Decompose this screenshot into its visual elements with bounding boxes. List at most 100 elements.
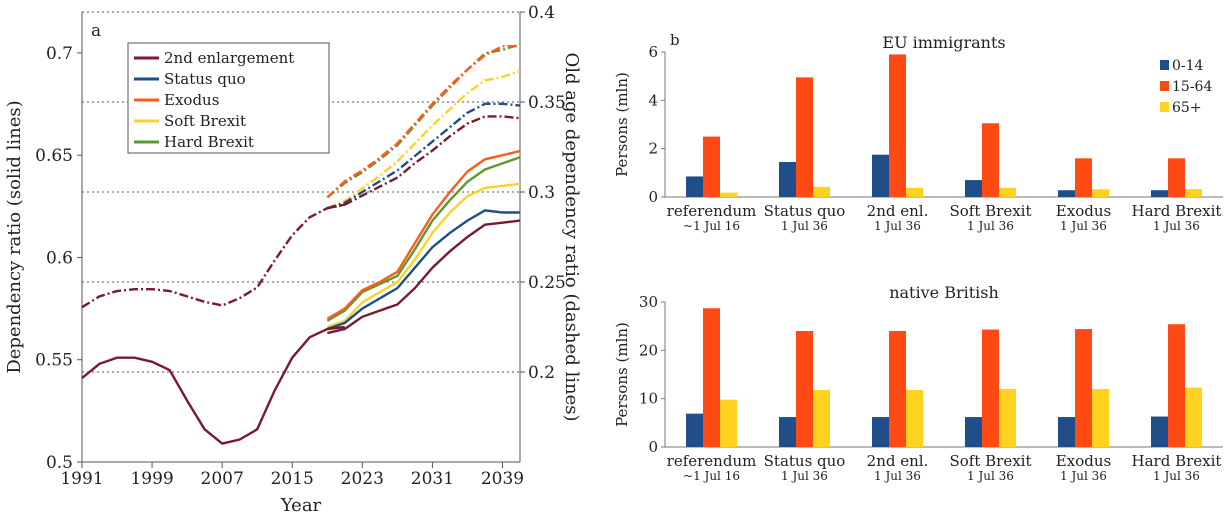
bar-chart-eu-bar	[1151, 190, 1168, 197]
bar-chart-native-y-tick-label: 0	[648, 438, 658, 456]
solid-line-soft-brexit	[326, 182, 521, 329]
bar-chart-eu-y-tick-label: 0	[648, 188, 658, 206]
legend-b-swatch	[1160, 60, 1169, 70]
bar-chart-native-category-label: Soft Brexit	[949, 452, 1031, 470]
bar-chart-native-bar	[999, 389, 1016, 447]
legend-a-label: Hard Brexit	[164, 133, 254, 151]
legend-a-label: Soft Brexit	[164, 112, 246, 130]
bar-chart-eu-category-label: 2nd enl.	[867, 202, 929, 220]
legend-a-box	[127, 42, 330, 154]
x-axis-title: Year	[280, 495, 322, 516]
legend-a: 2nd enlargement Status quo Exodus Soft Brex…	[127, 42, 330, 154]
bar-chart-native-bar	[703, 308, 720, 447]
dashed-line-status-quo	[326, 102, 521, 210]
bar-chart-eu-bar	[965, 180, 982, 197]
bar-chart-native-bar	[1092, 389, 1109, 447]
bar-chart-eu-bar	[889, 54, 906, 197]
bar-chart-native-category-label: Hard Brexit	[1132, 452, 1222, 470]
bar-chart-native-category-sublabel: 1 Jul 36	[781, 469, 828, 483]
bar-chart-native-y-tick-label: 20	[639, 341, 658, 359]
bar-chart-eu-category-sublabel: 1 Jul 36	[781, 219, 828, 233]
bar-chart-native-bar	[872, 417, 889, 447]
bar-chart-native-bar	[779, 417, 796, 447]
y-right-axis-title: Old age dependency ratio (dashed lines)	[561, 53, 582, 422]
y-right-tick-label: 0.25	[528, 273, 566, 293]
bar-chart-native-y-axis-title: Persons (mln)	[613, 322, 631, 427]
bar-chart-eu-category-label: referendum	[667, 202, 757, 220]
bar-chart-eu-bar	[686, 176, 703, 197]
bar-chart-eu-category-sublabel: 1 Jul 36	[874, 219, 921, 233]
y-left-tick-label: 0.6	[46, 248, 73, 268]
bar-chart-eu-bar	[1058, 190, 1075, 197]
solid-line-exodus	[326, 149, 521, 320]
legend-b: 0-14 15-64 65+	[1160, 58, 1212, 116]
bar-chart-native-bar	[1185, 387, 1202, 447]
y-left-tick-label: 0.55	[35, 351, 73, 371]
bar-chart-eu-bar	[982, 123, 999, 197]
bar-chart-native-y-tick-label: 30	[639, 293, 658, 311]
x-tick-label: 2015	[271, 469, 314, 489]
bar-chart-native-bar	[889, 331, 906, 447]
bar-chart-native-category-label: Status quo	[764, 452, 846, 470]
legend-b-swatch	[1160, 81, 1169, 91]
bar-chart-eu-category-label: Status quo	[764, 202, 846, 220]
bar-chart-native-bar	[1058, 417, 1075, 447]
panel-label-b: b	[670, 31, 680, 49]
bar-chart-native-bar	[686, 413, 703, 447]
y-left-tick-label: 0.65	[35, 146, 73, 166]
bar-chart-native-bar	[1075, 329, 1092, 447]
panel-a: 1991 1999 2007 2015 2023 2031 2039 0.5 0.55 0.6 0.…	[4, 3, 582, 516]
bar-chart-eu-category-sublabel: 1 Jul 36	[967, 219, 1014, 233]
bar-chart-native-category-sublabel: 1 Jul 36	[874, 469, 921, 483]
x-tick-label: 1999	[130, 469, 173, 489]
bar-chart-eu-bar	[779, 161, 796, 197]
bar-chart-native-bar	[720, 399, 737, 447]
y-right-tick-label: 0.3	[528, 183, 555, 203]
panel-label-a: a	[91, 21, 101, 41]
bar-chart-native-category-label: referendum	[667, 452, 757, 470]
legend-a-label: 2nd enlargement	[164, 49, 294, 67]
y-left-tick-label: 0.5	[46, 453, 73, 473]
bar-chart-native-bar	[813, 389, 830, 447]
legend-a-label: Exodus	[164, 91, 219, 109]
legend-b-swatch	[1160, 102, 1169, 112]
bar-chart-eu-bar	[1168, 158, 1185, 197]
bar-chart-eu-bar	[999, 187, 1016, 197]
bar-chart-native-bar	[1151, 416, 1168, 447]
bar-chart-native-y-tick-label: 10	[639, 390, 658, 408]
bar-chart-eu-y-tick-label: 6	[648, 43, 658, 61]
bar-chart-eu-y-axis-title: Persons (mln)	[613, 72, 631, 177]
y-right-tick-label: 0.2	[528, 363, 555, 383]
bar-chart-native-category-label: 2nd enl.	[867, 452, 929, 470]
bar-chart-native-bar	[796, 331, 813, 447]
bar-chart-native-category-sublabel: 1 Jul 36	[1153, 469, 1200, 483]
bar-chart-eu-category-sublabel: ~1 Jul 16	[683, 219, 740, 233]
y-right-tick-label: 0.35	[528, 93, 566, 113]
bar-chart-eu-bar	[872, 154, 889, 197]
bar-chart-native-bar	[1168, 324, 1185, 447]
x-tick-label: 2039	[481, 469, 524, 489]
legend-b-label: 65+	[1172, 100, 1202, 116]
bar-chart-native-category-label: Exodus	[1056, 452, 1111, 470]
y-right-tick-label: 0.4	[528, 3, 555, 23]
dashed-line-history	[81, 203, 346, 309]
x-tick-label: 2031	[411, 469, 454, 489]
bar-chart-eu-bar	[720, 192, 737, 197]
bar-chart-eu-category-label: Exodus	[1056, 202, 1111, 220]
bar-chart-eu-bar	[906, 187, 923, 197]
solid-line-hard-brexit	[326, 156, 521, 322]
bar-chart-eu-bar	[813, 186, 830, 197]
bar-chart-eu-bar	[703, 136, 720, 197]
bar-chart-eu-bar	[796, 77, 813, 197]
bar-chart-eu-category-sublabel: 1 Jul 36	[1153, 219, 1200, 233]
legend-b-label: 0-14	[1172, 58, 1204, 74]
bar-chart-native-category-sublabel: ~1 Jul 16	[683, 469, 740, 483]
bar-chart-native-category-sublabel: 1 Jul 36	[1060, 469, 1107, 483]
dashed-line-soft-brexit	[326, 70, 521, 210]
x-tick-label: 2007	[201, 469, 244, 489]
dashed-line-exodus	[326, 45, 520, 199]
